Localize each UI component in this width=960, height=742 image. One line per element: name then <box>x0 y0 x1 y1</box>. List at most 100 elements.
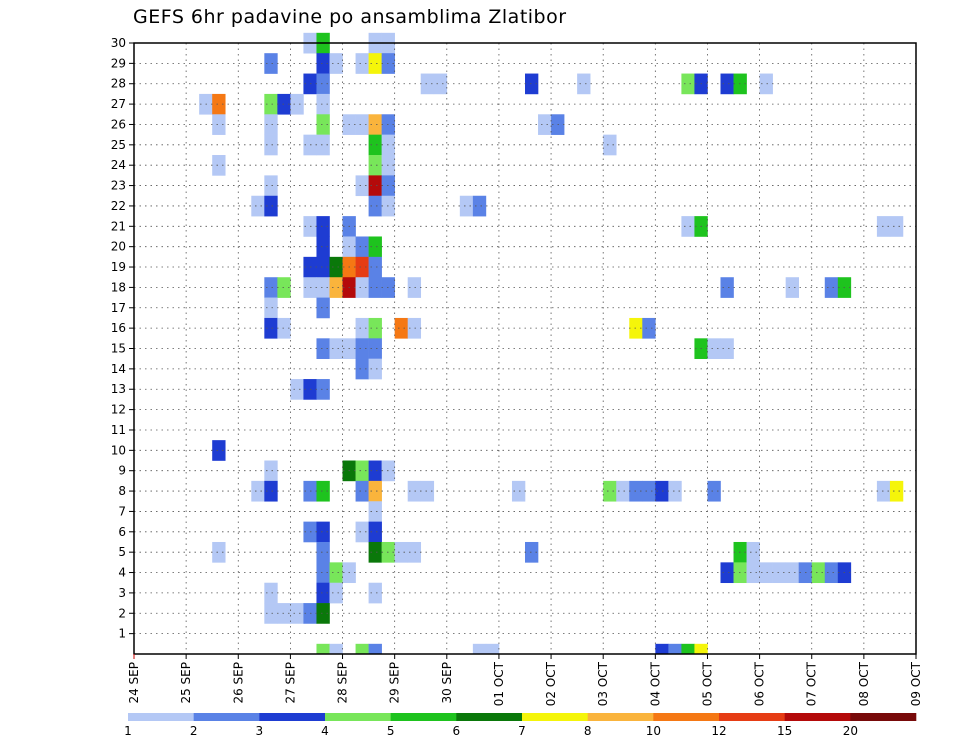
heatmap-cell <box>277 317 291 339</box>
colorbar-label: 7 <box>518 724 526 738</box>
x-tick-label: 27 SEP <box>283 662 297 704</box>
heatmap-cell <box>472 195 487 217</box>
heatmap-cell <box>459 195 474 217</box>
heatmap-cell <box>368 501 382 522</box>
heatmap-cell <box>316 134 330 156</box>
grid-lines <box>134 42 916 654</box>
heatmap-cell <box>277 93 291 115</box>
heatmap-cell <box>368 480 382 502</box>
heatmap-cell <box>290 379 304 400</box>
heatmap-cell <box>485 643 500 655</box>
heatmap-cell <box>316 236 330 258</box>
heatmap-cell <box>420 73 435 95</box>
y-tick-label: 7 <box>118 504 126 518</box>
heatmap-cell <box>433 73 448 95</box>
heatmap-cell <box>355 114 369 135</box>
heatmap-cell <box>277 277 291 298</box>
heatmap-cell <box>668 643 682 655</box>
heatmap-cell <box>368 114 382 135</box>
heatmap-cell <box>212 114 226 135</box>
heatmap-cell <box>472 643 487 655</box>
heatmap-cell <box>290 603 304 624</box>
heatmap-cell <box>603 134 617 156</box>
heatmap-cell <box>746 541 760 563</box>
heatmap-cell <box>759 73 773 95</box>
y-tick-label: 19 <box>111 260 126 274</box>
heatmap-cell <box>824 562 839 584</box>
colorbar-swatch <box>522 713 588 721</box>
heatmap-cell <box>394 317 408 339</box>
heatmap-cell <box>368 541 382 563</box>
heatmap-cell <box>642 480 656 502</box>
y-tick-label: 10 <box>111 443 126 457</box>
heatmap-cell <box>329 256 343 278</box>
y-tick-label: 26 <box>111 117 126 131</box>
heatmap-cell <box>616 480 630 502</box>
colorbar-swatch <box>456 713 523 721</box>
heatmap-cell <box>407 277 422 298</box>
y-tick-label: 9 <box>118 464 126 478</box>
y-tick-label: 27 <box>111 97 126 111</box>
colorbar-label: 3 <box>256 724 264 738</box>
heatmap-cell <box>407 317 422 339</box>
heatmap-cell <box>316 379 330 400</box>
x-tick-label: 30 SEP <box>440 662 454 704</box>
y-tick-label: 2 <box>118 606 126 620</box>
heatmap-cell <box>368 155 382 176</box>
y-axis: 1234567891011121314151617181920212223242… <box>111 36 134 641</box>
heatmap-cell <box>251 195 265 217</box>
colorbar-label: 5 <box>387 724 395 738</box>
heatmap-cell <box>316 93 330 115</box>
heatmap-cell <box>329 277 343 298</box>
heatmap-cell <box>368 338 382 359</box>
colorbar-swatch <box>128 713 194 721</box>
heatmap-cell <box>316 338 330 359</box>
heatmap-cell <box>329 643 343 655</box>
x-tick-label: 24 SEP <box>127 662 141 704</box>
x-tick-label: 08 OCT <box>857 661 871 706</box>
heatmap-cell <box>264 460 278 482</box>
heatmap-cell <box>707 480 721 502</box>
y-tick-label: 22 <box>111 199 126 213</box>
heatmap-cell <box>668 480 682 502</box>
heatmap-cell <box>368 175 382 197</box>
colorbar-swatch <box>390 713 457 721</box>
y-tick-label: 23 <box>111 179 126 193</box>
y-tick-label: 4 <box>118 566 126 580</box>
heatmap-cell <box>355 317 369 339</box>
heatmap-cell <box>420 480 435 502</box>
heatmap-cell <box>394 541 408 563</box>
colorbar-swatch <box>784 713 851 721</box>
heatmap-cell <box>212 541 226 563</box>
heatmap-cell <box>368 236 382 258</box>
y-tick-label: 20 <box>111 240 126 254</box>
heatmap-cell <box>368 195 382 217</box>
heatmap-cell <box>681 73 695 95</box>
colorbar-swatch <box>259 713 326 721</box>
heatmap-cell <box>264 93 278 115</box>
colorbar-label: 8 <box>584 724 592 738</box>
colorbar-label: 2 <box>190 724 198 738</box>
heatmap-cell <box>355 256 369 278</box>
heatmap-cell <box>355 643 369 655</box>
heatmap-cell <box>355 338 369 359</box>
heatmap-cell <box>368 460 382 482</box>
x-tick-label: 02 OCT <box>544 661 558 706</box>
heatmap-cell <box>655 643 669 655</box>
heatmap-cell <box>264 175 278 197</box>
heatmap-cell <box>212 155 226 176</box>
heatmap-cell <box>264 114 278 135</box>
heatmap-cell <box>264 582 278 604</box>
colorbar: 1 2 3 4 5 6 7 8 10 12 15 20 <box>124 713 917 738</box>
heatmap-cell <box>355 236 369 258</box>
colorbar-label: 15 <box>777 724 792 738</box>
heatmap-cell <box>264 480 278 502</box>
heatmap-cell <box>264 134 278 156</box>
heatmap-cell <box>329 53 343 74</box>
heatmap-cell <box>355 277 369 298</box>
heatmap-cell <box>316 297 330 319</box>
heatmap-cell <box>368 358 382 380</box>
heatmap-cell <box>290 93 304 115</box>
heatmap-cell <box>655 480 669 502</box>
